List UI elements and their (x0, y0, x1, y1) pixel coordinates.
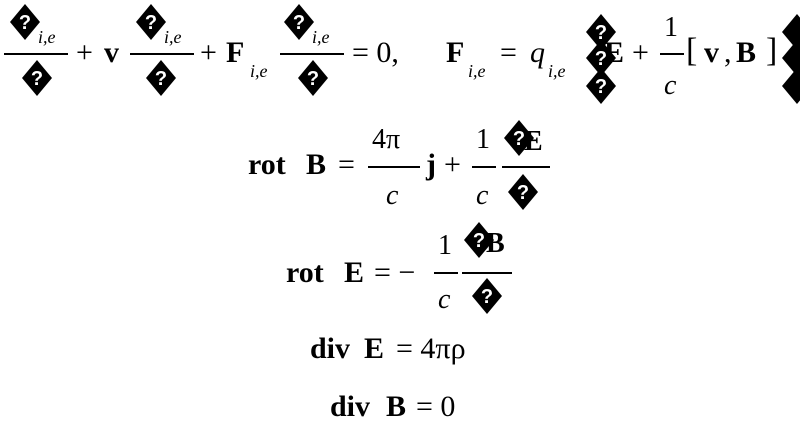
svg-text:?: ? (473, 230, 485, 252)
missing-glyph-icon: ? (508, 174, 538, 210)
missing-glyph-icon: ? (586, 68, 616, 104)
light-speed-symbol: c (438, 284, 451, 315)
equals-sign: = (500, 36, 517, 69)
velocity-symbol: v (704, 36, 719, 69)
missing-glyph-icon: ? (298, 60, 328, 96)
equals-sign: = (338, 148, 355, 181)
fraction-bar (368, 166, 420, 168)
svg-text:?: ? (19, 12, 31, 34)
rhs-zero: = 0 (416, 390, 456, 423)
electric-field-symbol: E (344, 256, 365, 289)
current-density-symbol: j (426, 148, 436, 181)
subscript-ie: i,e (250, 61, 268, 81)
right-bracket: ] (766, 32, 778, 69)
svg-text:?: ? (293, 12, 305, 34)
fraction-bar (660, 53, 684, 55)
subscript-ie: i,e (548, 61, 566, 81)
light-speed-symbol: c (476, 180, 489, 211)
missing-glyph-icon: ? (586, 40, 616, 76)
equation-ampere: rot B = 4π c j + 1 c ? E ? (0, 120, 800, 210)
missing-glyph-icon: ? (586, 14, 616, 50)
svg-text:?: ? (307, 68, 319, 90)
plus-operator: + (200, 36, 217, 69)
missing-glyph-icon (782, 14, 800, 50)
electric-field-symbol: E (364, 332, 385, 365)
force-symbol: F (226, 36, 245, 69)
equals-zero: = 0, (352, 36, 399, 69)
svg-text:?: ? (595, 76, 607, 98)
fraction-bar (280, 53, 344, 55)
subscript-ie: i,e (164, 27, 182, 47)
plus-operator: + (444, 148, 461, 181)
fraction-bar (434, 272, 458, 274)
numerator-four-pi: 4π (372, 124, 401, 155)
velocity-symbol: v (104, 36, 119, 69)
missing-glyph-icon: ? (472, 278, 502, 314)
equation-gauss-magnetic: div B = 0 (0, 386, 800, 446)
light-speed-symbol: c (664, 70, 677, 101)
svg-text:?: ? (595, 22, 607, 44)
div-operator: div (330, 390, 371, 423)
missing-glyph-icon: ? (22, 60, 52, 96)
rhs-four-pi-rho: = 4πρ (396, 332, 466, 365)
fraction-bar (472, 166, 496, 168)
electric-field-symbol: E (604, 36, 625, 69)
comma: , (724, 36, 732, 69)
svg-text:?: ? (517, 182, 529, 204)
charge-symbol: q (530, 36, 545, 69)
svg-text:?: ? (481, 286, 493, 308)
missing-glyph-icon: ? (284, 4, 314, 40)
plus-operator: + (76, 36, 93, 69)
svg-text:?: ? (31, 68, 43, 90)
svg-text:?: ? (155, 68, 167, 90)
magnetic-field-symbol: B (306, 148, 327, 181)
numerator-one: 1 (664, 12, 678, 43)
plus-operator: + (632, 36, 649, 69)
equals-minus: = − (374, 256, 416, 289)
fraction-bar (4, 53, 68, 55)
magnetic-field-symbol: B (736, 36, 757, 69)
missing-glyph-icon: ? (10, 4, 40, 40)
rot-operator: rot (286, 256, 324, 289)
rot-operator: rot (248, 148, 286, 181)
numerator-one: 1 (438, 230, 452, 261)
fraction-bar (462, 272, 512, 274)
equation-gauss-electric: div E = 4πρ (0, 330, 800, 390)
missing-glyph-icon: ? (504, 120, 534, 156)
missing-glyph-icon (782, 68, 800, 104)
magnetic-field-symbol: B (486, 228, 505, 259)
force-symbol: F (446, 36, 465, 69)
fraction-bar (130, 53, 194, 55)
missing-glyph-icon: ? (464, 222, 494, 258)
magnetic-field-symbol: B (386, 390, 407, 423)
left-bracket: [ (686, 32, 698, 69)
numerator-one: 1 (476, 124, 490, 155)
light-speed-symbol: c (386, 180, 399, 211)
missing-glyph-icon (782, 40, 800, 76)
equation-faraday: rot E = − 1 c ? B ? (0, 222, 800, 314)
svg-text:?: ? (595, 48, 607, 70)
equation-kinetic: ? i,e ? + v ? i,e ? + F i,e ? i,e ? = 0,… (0, 0, 800, 104)
subscript-ie: i,e (312, 27, 330, 47)
subscript-ie: i,e (468, 61, 486, 81)
missing-glyph-icon: ? (146, 60, 176, 96)
fraction-bar (502, 166, 550, 168)
subscript-ie: i,e (38, 27, 56, 47)
missing-glyph-icon: ? (136, 4, 166, 40)
div-operator: div (310, 332, 351, 365)
electric-field-symbol: E (524, 126, 543, 157)
svg-text:?: ? (513, 128, 525, 150)
svg-text:?: ? (145, 12, 157, 34)
